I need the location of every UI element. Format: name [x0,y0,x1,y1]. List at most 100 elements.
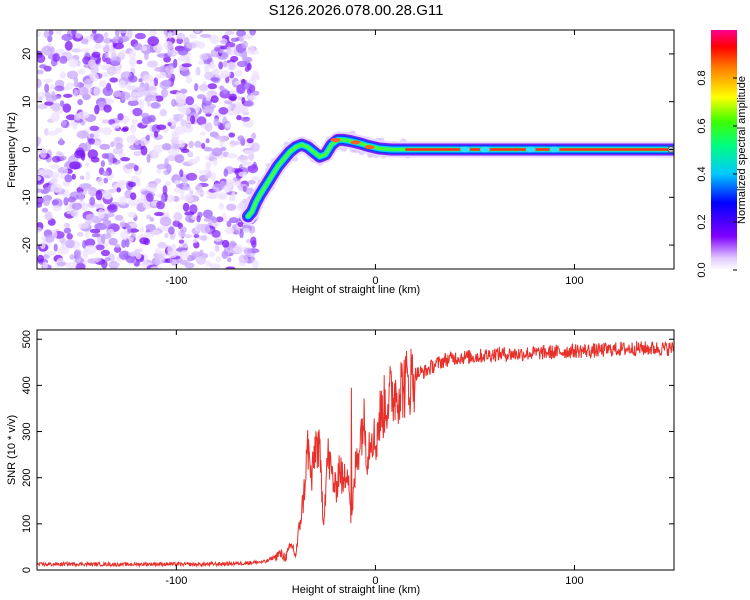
noise-blob [179,169,184,178]
noise-blob [76,130,89,139]
noise-blob [100,233,112,240]
noise-blob [89,133,95,138]
noise-blob [73,89,79,97]
noise-blob [205,138,210,144]
noise-blob [205,261,212,267]
noise-blob [103,31,109,39]
noise-blob [148,183,158,188]
noise-blob [119,30,128,34]
noise-blob [179,88,188,94]
noise-blob [130,123,137,134]
noise-blob [151,229,161,236]
noise-blob [155,95,164,102]
noise-blob [65,239,75,249]
noise-blob [108,188,117,193]
noise-blob [150,102,160,109]
noise-blob [247,95,257,100]
noise-blob [103,104,112,113]
noise-blob [174,154,185,164]
noise-blob [235,37,240,42]
noise-blob [194,191,205,196]
colorbar-tick-label: 0.8 [696,70,708,85]
noise-blob [74,149,86,159]
noise-blob [241,40,248,49]
noise-blob [91,51,101,58]
noise-blob [211,147,223,157]
noise-blob [147,114,156,123]
noise-blob [227,102,232,113]
noise-blob [182,123,194,133]
noise-blob [249,30,256,36]
colorbar-ticks: 0.0 0.2 0.4 0.6 0.8 [696,70,737,278]
noise-blob [113,136,124,145]
noise-blob [110,123,120,129]
noise-blob [247,164,259,174]
noise-blob [84,238,96,247]
noise-blob [167,49,178,57]
noise-blob [214,244,220,252]
noise-blob [156,168,162,174]
noise-blob [186,42,198,49]
noise-blob [59,137,64,146]
noise-blob [71,48,82,53]
noise-blob [146,97,151,107]
noise-blob [65,114,77,121]
noise-blob [223,168,229,177]
noise-blob [121,239,127,249]
noise-blob [70,209,78,217]
noise-blob [59,100,65,107]
noise-blob [118,91,131,100]
noise-blob [128,85,135,91]
noise-blob [101,170,110,177]
noise-blob [218,184,223,191]
noise-blob [198,170,210,175]
noise-blob [101,119,110,124]
noise-blob [236,30,247,37]
noise-blob [63,93,73,98]
noise-blob [163,41,174,51]
noise-blob [204,122,213,132]
noise-blob [115,30,120,37]
noise-blob [46,130,59,136]
figure-title: S126.2026.078.00.28.G11 [269,2,444,19]
noise-blob [154,66,165,72]
noise-blob [180,249,190,260]
track-hot-spot [350,140,361,145]
noise-blob [101,153,110,159]
track-hot-spot [330,137,341,142]
noise-blob [59,71,66,79]
noise-blob [195,183,203,193]
noise-blob [79,175,85,180]
noise-blob [218,61,224,70]
noise-blob [64,40,73,51]
noise-blob [89,125,100,131]
noise-blob [59,55,68,64]
noise-blob [218,135,228,143]
noise-blob [65,205,72,215]
noise-blob [136,177,141,187]
noise-blob [189,189,194,195]
noise-blob [196,94,206,100]
noise-blob [228,195,235,202]
noise-blob [140,145,148,156]
noise-blob [159,216,172,227]
noise-blob [69,161,81,170]
noise-blob [75,262,86,269]
noise-blob [195,66,201,76]
noise-blob [77,231,84,237]
noise-blob [141,45,148,52]
noise-blob [173,212,183,222]
noise-blob [229,240,237,249]
noise-blob [156,200,166,210]
noise-blob [144,82,150,91]
noise-blob [238,171,248,177]
noise-blob [214,47,220,52]
noise-blob [226,46,232,55]
noise-blob [222,239,230,248]
noise-blob [241,159,247,168]
noise-blob [205,94,212,102]
noise-blob [45,234,55,243]
noise-blob [41,207,49,213]
noise-blob [172,220,181,228]
noise-blob [56,261,67,267]
